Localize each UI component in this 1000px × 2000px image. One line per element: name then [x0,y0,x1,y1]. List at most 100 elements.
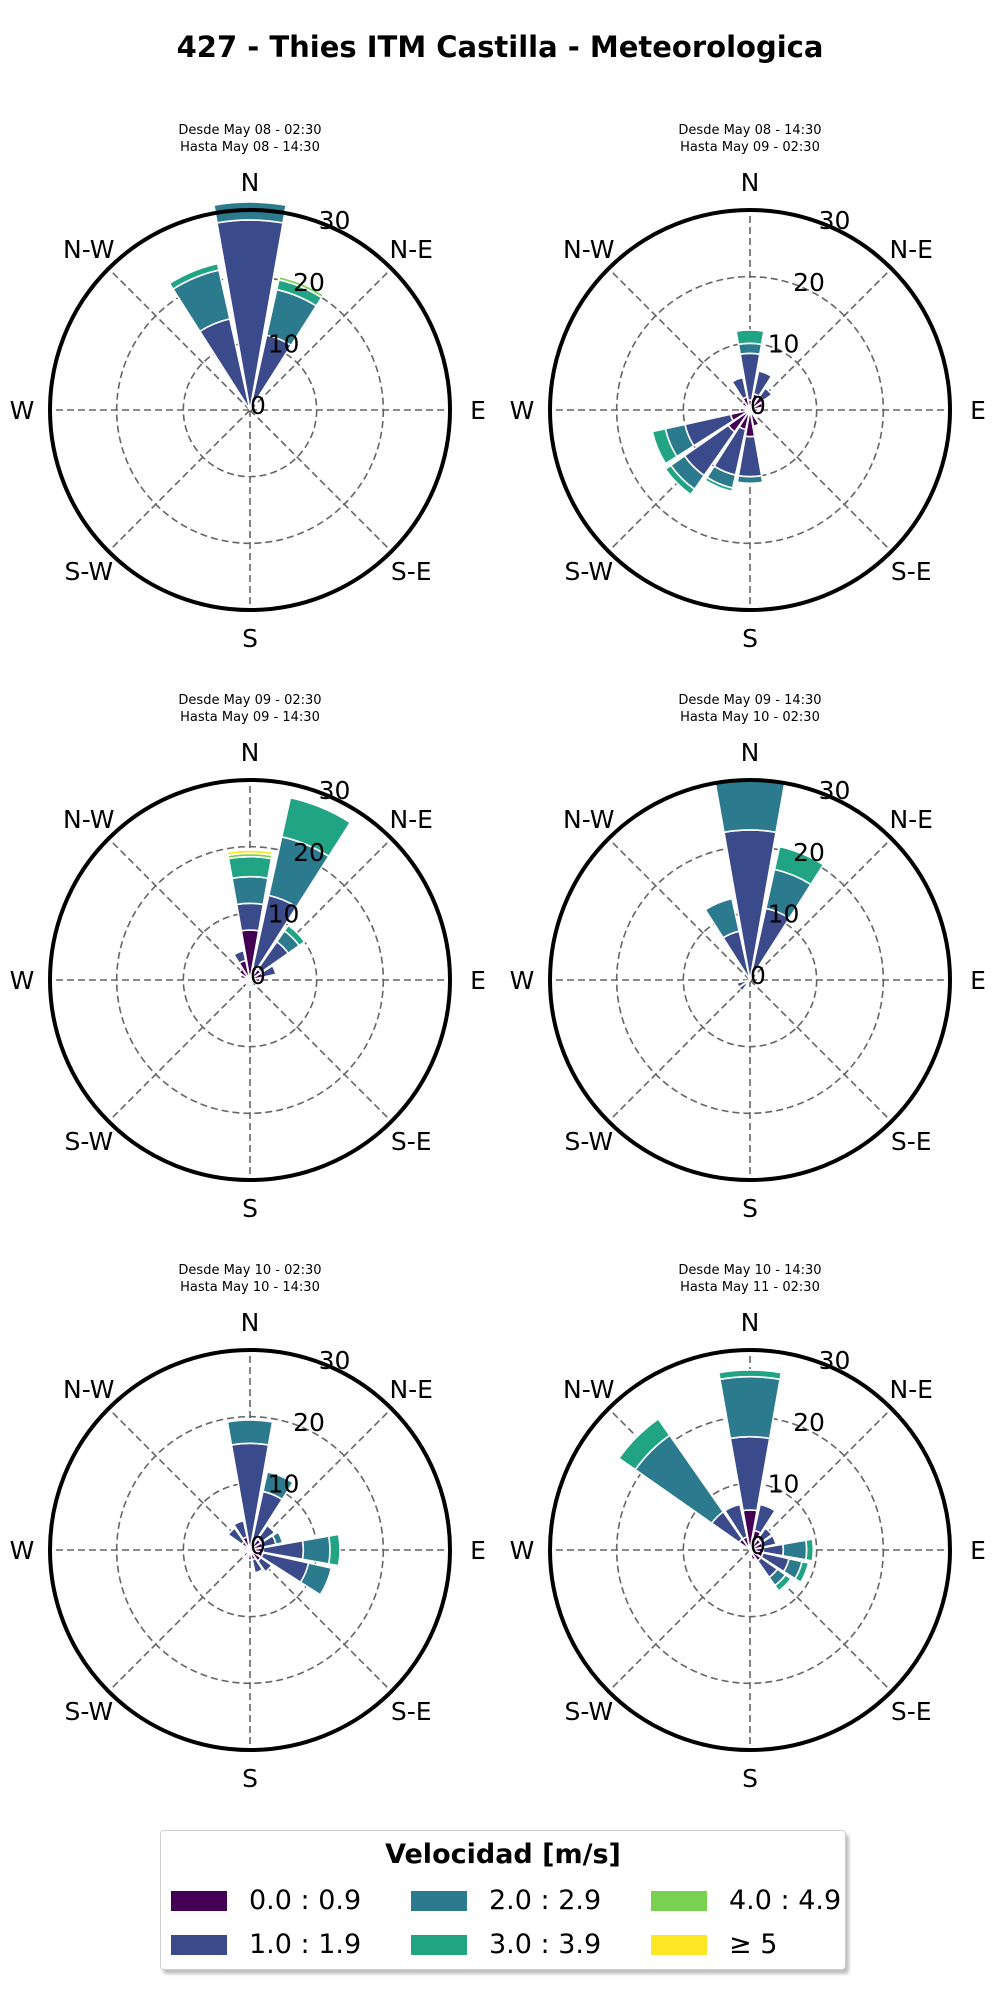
radial-tick-label: 30 [819,1346,851,1375]
radial-tick-label: 0 [750,1531,766,1560]
radial-tick-label: 20 [293,268,325,297]
panel-subtitle-line: Desde May 08 - 14:30 [678,123,822,138]
direction-label: S [742,624,758,653]
windrose-bar-segment [249,977,261,983]
windrose-bar-segment [256,1556,273,1573]
windrose-bar-segment [227,1527,246,1545]
figure-title: 427 - Thies ITM Castilla - Meteorologica [176,30,824,64]
windrose-bar-segment [664,464,696,496]
direction-label: S-W [64,1127,113,1156]
windrose-bar-segment [704,897,741,939]
panel-subtitle-line: Hasta May 11 - 02:30 [680,1280,820,1295]
windrose-bar-segment [262,1470,295,1501]
direction-label: E [470,396,486,425]
windrose-bar-segment [235,902,265,932]
outer-circle [548,1348,952,1752]
direction-label: N-W [63,1375,114,1404]
windrose-bar-segment [280,796,352,858]
panel-subtitle-line: Desde May 10 - 02:30 [178,1263,322,1278]
windrose-bar-segment [651,427,678,465]
radial-tick-label: 0 [250,961,266,990]
direction-label: S-E [891,1697,932,1726]
legend-swatch [171,1891,227,1911]
direction-label: S-W [564,1127,613,1156]
direction-label: E [970,966,986,995]
direction-label: N [241,738,260,767]
radial-tick-label: 10 [768,329,800,358]
windrose-bar-segment [251,1557,264,1574]
outer-circle [48,778,452,1182]
legend-label: 0.0 : 0.9 [249,1885,362,1916]
direction-label: S-E [891,557,932,586]
radial-tick-label: 30 [819,776,851,805]
windrose-bar-segment [327,1533,341,1567]
outer-circle [548,208,952,612]
outer-circle [548,778,952,1182]
panel-subtitle: Desde May 08 - 02:30 Hasta May 08 - 14:30 [0,122,500,156]
radial-tick-label: 20 [793,838,825,867]
radial-tick-label: 0 [750,391,766,420]
panel-subtitle: Desde May 09 - 14:30 Hasta May 10 - 02:30 [500,692,1000,726]
windrose-bar-segment [714,779,786,834]
windrose-bar-segment [739,407,751,413]
direction-gridline [249,268,392,411]
radial-tick-label: 30 [319,1346,351,1375]
direction-gridline [608,979,751,1122]
windrose-bar-segment [749,401,764,411]
windrose-bar-segment [773,1574,793,1593]
direction-gridline [108,1549,251,1692]
outer-circle [48,1348,452,1752]
windrose-bar-segment [232,1519,249,1540]
direction-label: S-W [564,557,613,586]
windrose-bar-segment [773,845,825,886]
direction-gridline [608,838,751,981]
radial-tick-label: 20 [793,268,825,297]
panel-subtitle-line: Desde May 09 - 14:30 [678,693,822,708]
panel-subtitle-line: Hasta May 08 - 14:30 [180,140,320,155]
direction-label: N-W [563,1375,614,1404]
radial-tick-label: 20 [293,838,325,867]
panel-subtitle: Desde May 10 - 14:30 Hasta May 11 - 02:30 [500,1262,1000,1296]
windrose-bar-segment [736,474,764,485]
radial-tick-label: 20 [293,1408,325,1437]
windrose-bar-segment [212,201,288,224]
direction-label: S [742,1194,758,1223]
radial-tick-label: 0 [250,391,266,420]
windrose-bar-segment [249,979,258,985]
direction-label: W [510,1536,535,1565]
direction-gridline [749,838,892,981]
legend-swatch [171,1935,227,1955]
direction-label: N-E [889,1375,933,1404]
direction-label: W [510,966,535,995]
windrose-plot: 0 10 20 30 N N-E E S-E S S-W W N-W [510,738,986,1223]
direction-gridline [249,409,392,552]
direction-gridline [249,979,392,1122]
radial-tick-label: 10 [268,1469,300,1498]
direction-label: N [241,168,260,197]
direction-label: N-E [389,1375,433,1404]
windrose-bar-segment [735,329,765,346]
direction-gridline [749,409,892,552]
panel-subtitle-line: Hasta May 09 - 02:30 [680,140,820,155]
windrose-bar-segment [168,262,220,290]
windrose-bar-segment [747,1549,753,1558]
direction-label: E [470,966,486,995]
direction-label: S-E [891,1127,932,1156]
windrose-bar-segment [730,376,749,400]
windrose-bar-segment [753,1503,777,1535]
direction-label: S-W [64,557,113,586]
direction-label: E [470,1536,486,1565]
windrose-plot: 0 10 20 30 N N-E E S-E S S-W W N-W [510,1308,986,1793]
direction-gridline [108,409,251,552]
windrose-bar-segment [704,476,734,493]
direction-label: E [970,396,986,425]
direction-label: S-E [391,557,432,586]
windrose-bar-segment [758,387,773,402]
windrose-bar-segment [752,369,773,398]
direction-label: N [741,738,760,767]
legend-label: ≥ 5 [729,1929,778,1960]
windrose-bar-segment [749,1549,757,1561]
legend-swatch [651,1935,707,1955]
windrose-bar-segment [736,979,751,989]
direction-gridline [108,1408,251,1551]
